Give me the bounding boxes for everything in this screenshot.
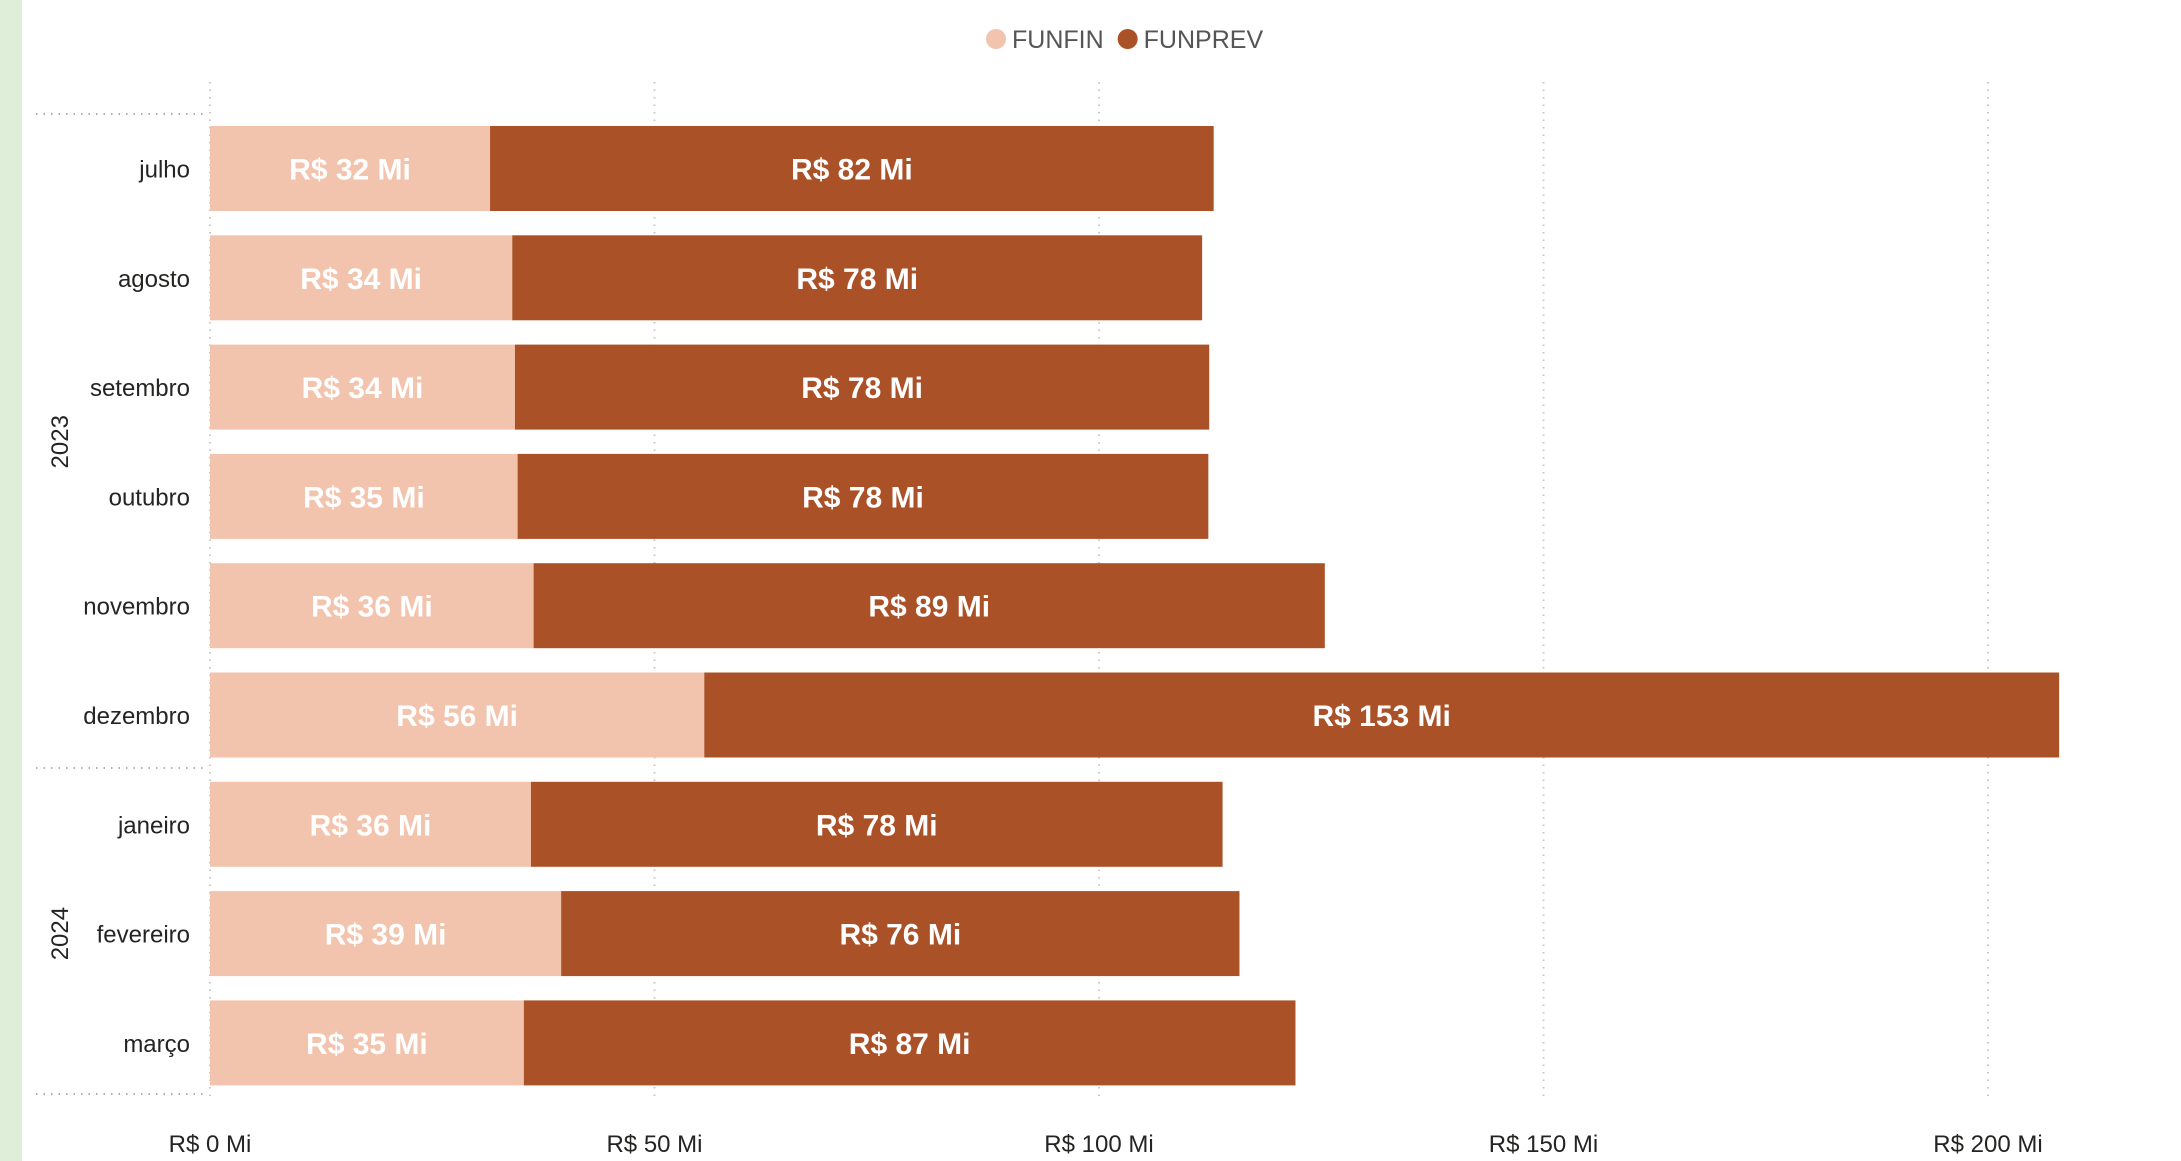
category-label-marco: março bbox=[123, 1031, 190, 1058]
bar-funprev-janeiro bbox=[530, 781, 1223, 867]
category-label-setembro: setembro bbox=[90, 375, 190, 402]
group-label-2023: 2023 bbox=[47, 415, 74, 468]
legend-label-funfin: FUNFIN bbox=[1012, 26, 1104, 54]
x-tick-label: R$ 100 Mi bbox=[1044, 1131, 1153, 1158]
data-label-funfin: R$ 34 Mi bbox=[302, 372, 424, 405]
category-label-julho: julho bbox=[138, 157, 190, 184]
bar-funfin-marco bbox=[210, 1000, 524, 1086]
bar-funprev-marco bbox=[523, 1000, 1296, 1086]
x-tick-label: R$ 150 Mi bbox=[1489, 1131, 1598, 1158]
data-label-funprev: R$ 82 Mi bbox=[791, 154, 913, 187]
group-label-2024: 2024 bbox=[47, 907, 74, 960]
data-label-funfin: R$ 34 Mi bbox=[300, 263, 422, 296]
legend-label-funprev: FUNPREV bbox=[1144, 26, 1264, 54]
data-label-funfin: R$ 36 Mi bbox=[311, 591, 433, 624]
data-label-funfin: R$ 32 Mi bbox=[289, 154, 411, 187]
bar-funfin-outubro bbox=[210, 453, 518, 539]
legend: FUNFIN FUNPREV bbox=[986, 26, 1263, 54]
x-tick-label: R$ 50 Mi bbox=[606, 1131, 702, 1158]
bar-funfin-fevereiro bbox=[210, 891, 562, 977]
data-label-funfin: R$ 39 Mi bbox=[325, 919, 447, 952]
bar-funprev-outubro bbox=[517, 453, 1209, 539]
bar-funprev-setembro bbox=[514, 344, 1210, 430]
data-label-funfin: R$ 35 Mi bbox=[303, 481, 425, 514]
category-label-dezembro: dezembro bbox=[83, 703, 190, 730]
bar-funfin-julho bbox=[210, 126, 491, 211]
bar-funprev-julho bbox=[490, 126, 1214, 211]
data-label-funprev: R$ 78 Mi bbox=[802, 481, 924, 514]
category-label-outubro: outubro bbox=[109, 484, 190, 511]
data-label-funfin: R$ 36 Mi bbox=[310, 809, 432, 842]
data-label-funfin: R$ 56 Mi bbox=[396, 700, 518, 733]
category-label-janeiro: janeiro bbox=[117, 812, 190, 839]
category-label-fevereiro: fevereiro bbox=[97, 922, 190, 949]
bar-funprev-novembro bbox=[533, 563, 1325, 649]
data-label-funprev: R$ 153 Mi bbox=[1312, 700, 1450, 733]
bar-funfin-dezembro bbox=[210, 672, 705, 758]
category-axis: julho agosto setembro outubro novembro dezemb… bbox=[36, 113, 208, 1095]
data-label-funprev: R$ 78 Mi bbox=[796, 263, 918, 296]
category-label-novembro: novembro bbox=[83, 594, 190, 621]
x-tick-label: R$ 0 Mi bbox=[169, 1131, 252, 1158]
bar-funfin-agosto bbox=[210, 235, 513, 321]
data-label-funprev: R$ 87 Mi bbox=[849, 1028, 971, 1061]
bar-funprev-agosto bbox=[512, 235, 1203, 321]
left-panel-edge bbox=[0, 0, 22, 1161]
bar-funprev-dezembro bbox=[704, 672, 2060, 758]
bar-funprev-fevereiro bbox=[561, 891, 1240, 977]
value-axis: R$ 0 Mi R$ 50 Mi R$ 100 Mi R$ 150 Mi R$ 200 … bbox=[169, 1131, 2043, 1158]
data-label-funfin: R$ 35 Mi bbox=[306, 1028, 428, 1061]
data-label-funprev: R$ 78 Mi bbox=[816, 809, 938, 842]
data-label-funprev: R$ 78 Mi bbox=[801, 372, 923, 405]
legend-marker-funfin bbox=[986, 29, 1006, 49]
bar-funfin-setembro bbox=[210, 344, 515, 430]
data-label-funprev: R$ 76 Mi bbox=[839, 919, 961, 952]
legend-marker-funprev bbox=[1117, 29, 1138, 49]
bar-funfin-novembro bbox=[210, 563, 534, 649]
bar-funfin-janeiro bbox=[210, 781, 531, 867]
category-label-agosto: agosto bbox=[118, 266, 190, 293]
data-label-funprev: R$ 89 Mi bbox=[868, 591, 990, 624]
x-tick-label: R$ 200 Mi bbox=[1933, 1131, 2042, 1158]
bars: R$ 32 Mi R$ 82 Mi R$ 34 Mi R$ 78 Mi R$ 34 Mi… bbox=[210, 126, 2060, 1086]
